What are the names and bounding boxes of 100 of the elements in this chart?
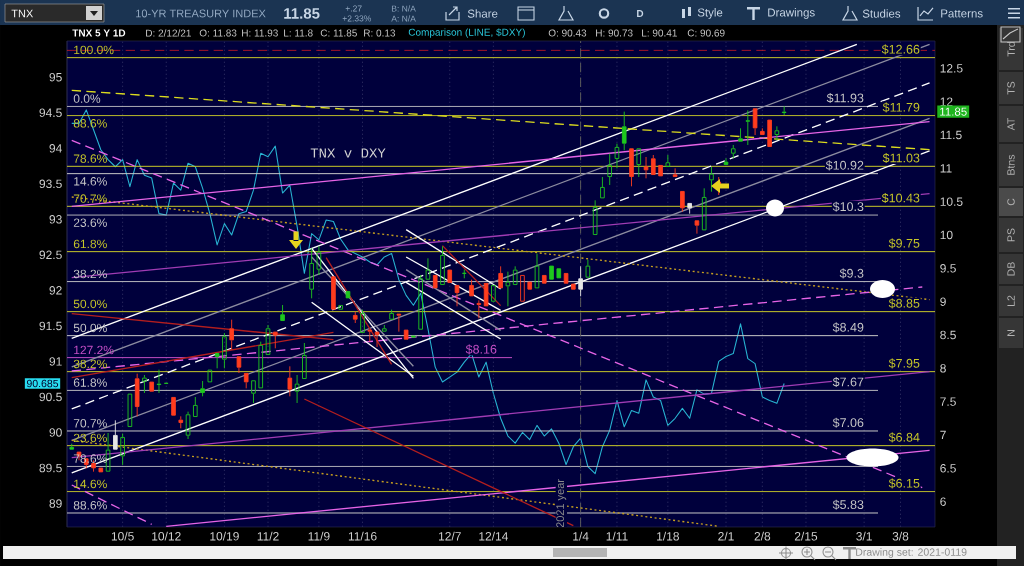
x-tick-label: 2/15 xyxy=(794,531,818,541)
text: N xyxy=(1007,330,1015,336)
text: L: 90.41 xyxy=(642,29,677,37)
y2-tick-label: 89.5 xyxy=(39,463,62,473)
ref-line-label: $7.06 xyxy=(832,417,864,428)
x-tick-label: 11/16 xyxy=(348,531,377,541)
annotation: 127.2% xyxy=(74,345,114,355)
ref-line-label: $6.84 xyxy=(888,432,920,443)
y2-tick-label: 92 xyxy=(49,286,62,295)
y2-tick-label: 91 xyxy=(49,357,62,366)
ref-line-label: $8.85 xyxy=(888,298,920,309)
text: L: 11.8 xyxy=(284,29,313,37)
ref-line-label: $11.03 xyxy=(882,152,920,164)
annotation: 50.0% xyxy=(73,299,107,309)
ref-line-label: $11.79 xyxy=(882,102,920,113)
y-tick-label: 8.5 xyxy=(940,330,956,340)
y-tick-label: 11.5 xyxy=(940,130,962,140)
x-tick-label: 3/1 xyxy=(856,531,872,541)
ref-line-label: $6.15 xyxy=(888,478,920,489)
x-tick-label: 11/2 xyxy=(257,531,279,541)
annotation: 23.6% xyxy=(73,218,107,227)
text: Drawings xyxy=(768,8,815,19)
text: C: 11.85 xyxy=(320,29,357,37)
y2-tick-label: 91.5 xyxy=(39,321,62,331)
ref-line-label: $10.92 xyxy=(825,160,864,171)
x-tick-label: 12/14 xyxy=(479,531,509,541)
y-tick-label: 8 xyxy=(940,364,946,373)
x-tick-label: 11/9 xyxy=(308,531,330,541)
text: D xyxy=(637,10,644,17)
text: C: 90.69 xyxy=(687,29,725,37)
annotation: 100.0% xyxy=(74,45,114,55)
annotation: 88.6% xyxy=(73,119,107,128)
text: +2.33% xyxy=(342,15,372,22)
x-tick-label: 2/8 xyxy=(754,531,771,541)
ref-line-label: $7.95 xyxy=(888,358,920,369)
x-tick-label: 10/12 xyxy=(152,531,181,541)
text: +.27 xyxy=(345,5,362,12)
text: L2 xyxy=(1007,295,1015,306)
y2-tick-label: 93 xyxy=(49,215,62,224)
annotation: 61.8% xyxy=(73,378,107,387)
y2-tick-label: 94.5 xyxy=(39,108,62,117)
text: Style xyxy=(697,8,723,19)
x-tick-label: 12/7 xyxy=(439,531,461,541)
text: R: 0.13 xyxy=(364,29,396,37)
text: H: 11.93 xyxy=(242,29,278,37)
x-tick-label: 2/1 xyxy=(718,531,734,541)
y-tick-label: 9 xyxy=(940,297,946,306)
annotation: 88.6% xyxy=(73,501,107,510)
text: 10-YR TREASURY INDEX xyxy=(136,9,266,18)
annotation: 14.6% xyxy=(74,177,107,186)
y-tick-label: 9.5 xyxy=(940,264,956,273)
y-tick-label: 6.5 xyxy=(940,464,956,473)
text: Share xyxy=(467,9,498,18)
x-tick-label: 3/8 xyxy=(892,531,909,541)
text: TNX xyxy=(11,9,34,18)
ref-line-label: $9.75 xyxy=(888,238,920,249)
ref-line-label: 2021 year xyxy=(556,479,567,528)
text: 90.685 xyxy=(26,379,59,388)
text: Drawing set: 2021-0119 xyxy=(856,548,967,558)
x-tick-label: 10/5 xyxy=(111,531,134,541)
ref-line-label: $12.66 xyxy=(881,44,920,55)
y2-tick-label: 90 xyxy=(49,428,62,437)
y2-tick-label: 90.5 xyxy=(39,392,62,402)
text: Patterns xyxy=(941,9,983,18)
y-tick-label: 7 xyxy=(940,430,946,440)
text: B: N/A xyxy=(391,5,416,12)
y2-tick-label: 92.5 xyxy=(39,250,62,260)
text: H: 90.73 xyxy=(596,29,633,37)
text: Comparison (LINE, $DXY) xyxy=(408,28,525,38)
ref-line-label: $10.43 xyxy=(881,192,920,204)
annotation: 14.6% xyxy=(74,479,107,489)
text: D: 2/12/21 xyxy=(146,29,191,37)
text: AT xyxy=(1007,117,1015,131)
x-tick-label: 10/19 xyxy=(210,531,239,541)
annotation: 70.7% xyxy=(73,419,107,428)
annotation: 0.0% xyxy=(73,94,101,103)
text: TS xyxy=(1007,81,1015,95)
y2-tick-label: 93.5 xyxy=(39,179,62,189)
text: Studies xyxy=(862,9,901,18)
text: 11.85 xyxy=(284,8,320,19)
y2-tick-label: 95 xyxy=(49,72,62,82)
ref-line-label: $7.67 xyxy=(832,376,864,388)
annotation: 61.8% xyxy=(73,239,107,249)
text: O: 11.83 xyxy=(199,29,237,37)
y-tick-label: 11 xyxy=(940,164,952,173)
text: TNX v DXY xyxy=(310,148,386,158)
text: Btns xyxy=(1007,154,1015,175)
y-tick-label: 10 xyxy=(940,230,953,240)
y2-tick-label: 89 xyxy=(49,499,62,508)
x-tick-label: 1/11 xyxy=(606,531,628,541)
y-tick-label: 10.5 xyxy=(940,197,963,206)
text: A: N/A xyxy=(391,15,416,22)
annotation: 38.2% xyxy=(73,359,107,369)
text: C xyxy=(1007,198,1015,206)
x-tick-label: 1/4 xyxy=(573,531,589,541)
y-tick-label: 7.5 xyxy=(940,397,956,406)
text: TNX 5 Y 1D xyxy=(72,29,126,37)
text: Trd xyxy=(1007,41,1015,57)
text: O: 90.43 xyxy=(548,29,587,37)
x-tick-label: 1/18 xyxy=(657,531,679,541)
